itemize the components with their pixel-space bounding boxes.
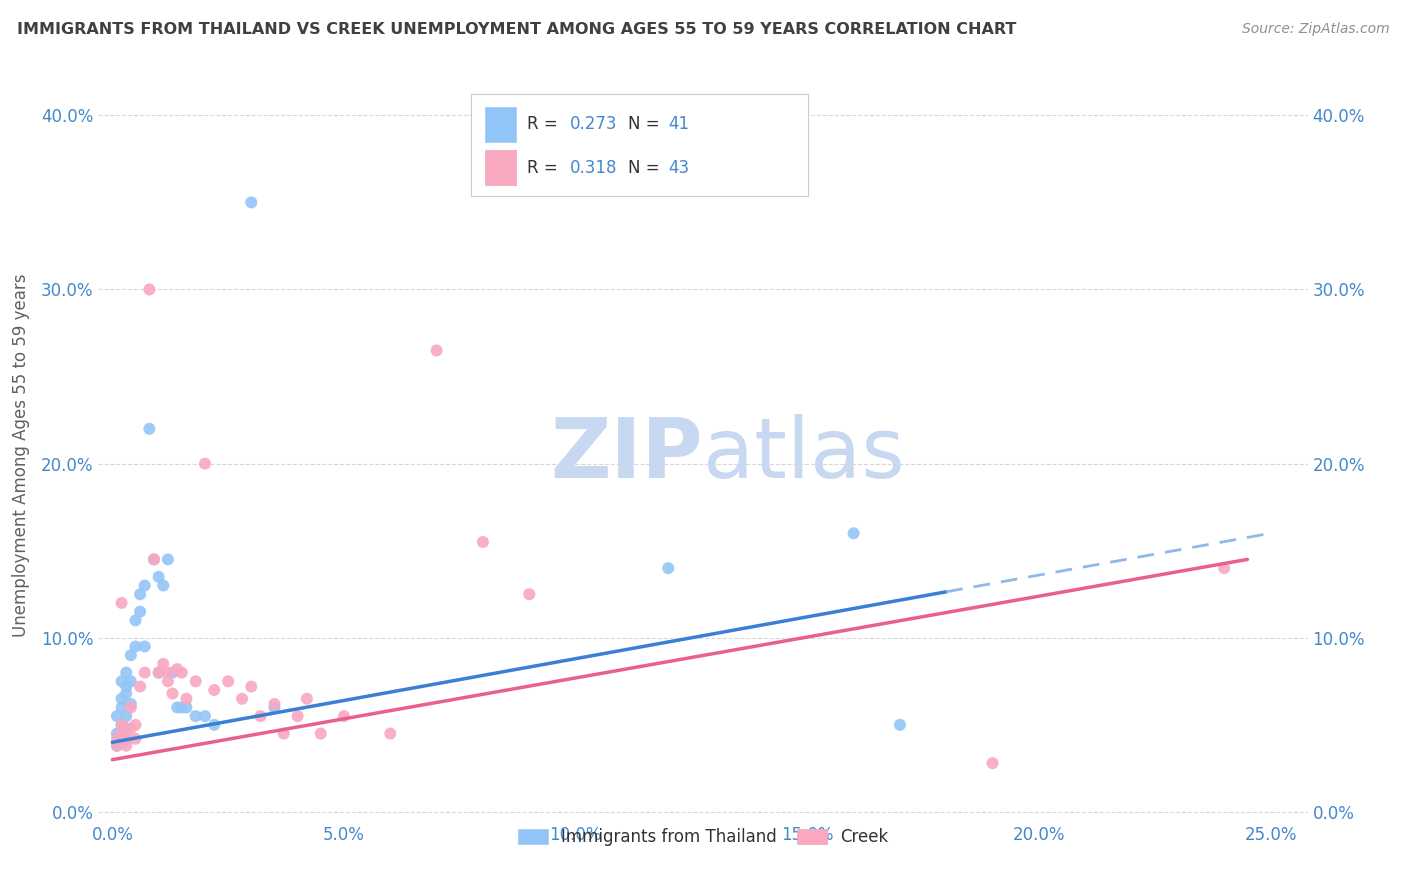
Point — [240, 680, 263, 694]
Point — [170, 700, 193, 714]
Point — [124, 640, 146, 654]
Text: R =: R = — [527, 115, 564, 134]
Point — [115, 722, 138, 736]
Point — [120, 697, 142, 711]
Text: atlas: atlas — [703, 415, 904, 495]
Point — [217, 674, 239, 689]
Point — [120, 648, 142, 663]
Point — [115, 731, 138, 746]
Text: 0.273: 0.273 — [569, 115, 617, 134]
Point — [120, 700, 142, 714]
Point — [110, 735, 132, 749]
Point — [143, 552, 166, 566]
Point — [110, 718, 132, 732]
Point — [202, 718, 225, 732]
Point — [471, 535, 494, 549]
Point — [115, 686, 138, 700]
Point — [120, 722, 142, 736]
Point — [110, 700, 132, 714]
Point — [170, 665, 193, 680]
Text: R =: R = — [527, 159, 564, 177]
Point — [124, 613, 146, 627]
Point — [148, 570, 170, 584]
Point — [105, 731, 128, 746]
Point — [657, 561, 679, 575]
Point — [249, 709, 271, 723]
Point — [166, 662, 188, 676]
Point — [129, 587, 152, 601]
Point — [263, 700, 285, 714]
Point — [166, 700, 188, 714]
Point — [231, 691, 253, 706]
Point — [162, 686, 184, 700]
Point — [105, 726, 128, 740]
Point — [981, 756, 1004, 771]
Point — [110, 596, 132, 610]
Point — [115, 722, 138, 736]
Point — [176, 700, 198, 714]
Text: IMMIGRANTS FROM THAILAND VS CREEK UNEMPLOYMENT AMONG AGES 55 TO 59 YEARS CORRELA: IMMIGRANTS FROM THAILAND VS CREEK UNEMPL… — [17, 22, 1017, 37]
Point — [162, 665, 184, 680]
Point — [110, 718, 132, 732]
Point — [115, 709, 138, 723]
Point — [287, 709, 309, 723]
Point — [124, 718, 146, 732]
Point — [194, 457, 217, 471]
Point — [333, 709, 356, 723]
Point — [115, 739, 138, 753]
Point — [134, 640, 156, 654]
Point — [156, 674, 179, 689]
Point — [115, 680, 138, 694]
Text: 0.318: 0.318 — [569, 159, 617, 177]
Point — [129, 605, 152, 619]
Point — [380, 726, 402, 740]
Point — [129, 680, 152, 694]
Point — [148, 665, 170, 680]
Point — [202, 683, 225, 698]
Text: N =: N = — [628, 159, 665, 177]
Point — [889, 718, 911, 732]
Point — [156, 665, 179, 680]
Point — [110, 726, 132, 740]
Text: Source: ZipAtlas.com: Source: ZipAtlas.com — [1241, 22, 1389, 37]
Point — [295, 691, 318, 706]
Point — [138, 283, 160, 297]
Point — [105, 709, 128, 723]
Point — [143, 552, 166, 566]
Point — [134, 578, 156, 592]
Text: ZIP: ZIP — [551, 415, 703, 495]
Legend: Immigrants from Thailand, Creek: Immigrants from Thailand, Creek — [510, 822, 896, 853]
Point — [273, 726, 295, 740]
Point — [194, 709, 217, 723]
Text: 43: 43 — [668, 159, 689, 177]
Point — [184, 709, 207, 723]
Point — [309, 726, 332, 740]
Point — [1213, 561, 1236, 575]
Y-axis label: Unemployment Among Ages 55 to 59 years: Unemployment Among Ages 55 to 59 years — [11, 273, 30, 637]
Point — [110, 674, 132, 689]
Point — [263, 697, 285, 711]
Point — [176, 691, 198, 706]
Point — [110, 691, 132, 706]
Point — [842, 526, 865, 541]
Point — [184, 674, 207, 689]
Point — [426, 343, 449, 358]
Point — [124, 731, 146, 746]
Point — [152, 578, 174, 592]
Point — [115, 731, 138, 746]
Point — [517, 587, 540, 601]
Point — [138, 422, 160, 436]
Point — [134, 665, 156, 680]
Point — [120, 674, 142, 689]
Point — [148, 665, 170, 680]
Point — [240, 195, 263, 210]
Point — [115, 665, 138, 680]
Point — [152, 657, 174, 671]
Text: N =: N = — [628, 115, 665, 134]
Point — [105, 739, 128, 753]
Point — [105, 739, 128, 753]
Text: 41: 41 — [668, 115, 689, 134]
Point — [156, 552, 179, 566]
